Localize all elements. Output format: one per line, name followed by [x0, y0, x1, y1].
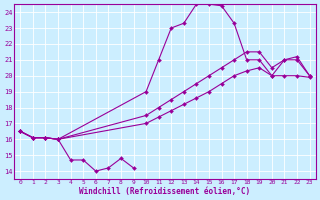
- X-axis label: Windchill (Refroidissement éolien,°C): Windchill (Refroidissement éolien,°C): [79, 187, 251, 196]
